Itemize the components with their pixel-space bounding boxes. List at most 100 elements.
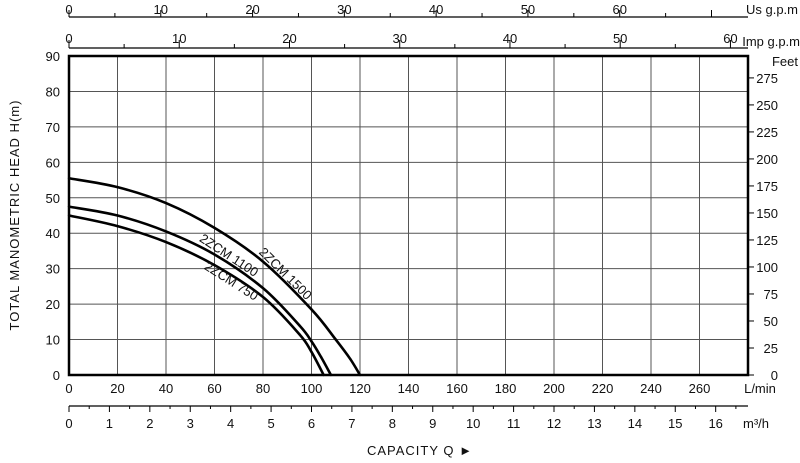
m3h-tick-label: 5 xyxy=(267,416,274,431)
feet-tick-label: 275 xyxy=(756,71,778,86)
impgpm-unit-label: Imp g.p.m xyxy=(742,34,800,49)
m3h-tick-label: 9 xyxy=(429,416,436,431)
y-tick-label: 50 xyxy=(46,191,60,206)
y-tick-label: 0 xyxy=(53,368,60,383)
x-tick-label: 180 xyxy=(495,381,517,396)
m3h-tick-label: 11 xyxy=(507,416,521,431)
data-point-2zcm-1500 xyxy=(349,357,352,361)
m3h-tick-label: 8 xyxy=(389,416,396,431)
usgpm-unit-label: Us g.p.m xyxy=(746,2,798,17)
data-point-2zcm-750 xyxy=(322,373,325,377)
usgpm-tick-label: 50 xyxy=(521,2,535,17)
feet-tick-label: 200 xyxy=(756,152,778,167)
m3h-tick-label: 16 xyxy=(708,416,722,431)
usgpm-tick-label: 30 xyxy=(337,2,351,17)
m3h-tick-label: 0 xyxy=(65,416,72,431)
x-tick-label: 140 xyxy=(398,381,420,396)
curve-2zcm-750 xyxy=(68,214,325,376)
usgpm-tick-label: 60 xyxy=(612,2,626,17)
m3h-tick-label: 1 xyxy=(106,416,113,431)
feet-unit-label: Feet xyxy=(772,54,798,69)
y-tick-label: 90 xyxy=(46,49,60,64)
data-point-2zcm-1500 xyxy=(164,201,168,205)
feet-tick-label: 0 xyxy=(771,368,778,383)
x-tick-label: 260 xyxy=(689,381,711,396)
usgpm-tick-label: 0 xyxy=(65,2,72,17)
impgpm-tick-label: 60 xyxy=(723,31,737,46)
impgpm-tick-label: 10 xyxy=(172,31,186,46)
feet-tick-label: 125 xyxy=(756,233,778,248)
y-tick-label: 60 xyxy=(46,155,60,170)
curve-label-2zcm-1500: 2ZCM 1500 xyxy=(256,244,315,302)
m3h-tick-label: 15 xyxy=(668,416,682,431)
m3h-tick-label: 4 xyxy=(227,416,234,431)
data-point-2zcm-1500 xyxy=(358,373,362,377)
impgpm-tick-label: 20 xyxy=(282,31,296,46)
m3h-tick-label: 2 xyxy=(146,416,153,431)
m3h-tick-label: 6 xyxy=(308,416,315,431)
feet-tick-label: 250 xyxy=(756,98,778,113)
x-tick-label: 240 xyxy=(640,381,662,396)
x-tick-label: 0 xyxy=(65,381,72,396)
data-point-2zcm-1500 xyxy=(261,260,265,263)
m3h-tick-label: 13 xyxy=(587,416,601,431)
x-tick-label: 80 xyxy=(256,381,270,396)
data-point-2zcm-1500 xyxy=(67,177,71,180)
impgpm-tick-label: 50 xyxy=(613,31,627,46)
feet-tick-label: 75 xyxy=(764,287,778,302)
data-point-2zcm-1100 xyxy=(261,286,265,290)
data-point-2zcm-1500 xyxy=(334,338,337,341)
data-point-2zcm-1500 xyxy=(213,226,216,230)
data-point-2zcm-1100 xyxy=(116,214,119,217)
data-point-2zcm-750 xyxy=(261,295,265,299)
feet-tick-label: 25 xyxy=(764,341,778,356)
data-point-2zcm-1100 xyxy=(320,356,323,359)
x-tick-label: 200 xyxy=(543,381,565,396)
x-tick-label: 120 xyxy=(349,381,371,396)
feet-tick-label: 100 xyxy=(756,260,778,275)
usgpm-tick-label: 40 xyxy=(429,2,443,17)
data-point-2zcm-750 xyxy=(213,263,216,267)
y-tick-label: 80 xyxy=(46,84,60,99)
impgpm-tick-label: 0 xyxy=(65,31,72,46)
x-tick-label: 160 xyxy=(446,381,468,396)
usgpm-tick-label: 10 xyxy=(154,2,168,17)
m3h-tick-label: 7 xyxy=(348,416,355,431)
curve-2zcm-1100 xyxy=(68,205,333,376)
data-point-2zcm-1500 xyxy=(116,185,119,189)
m3h-tick-label: 12 xyxy=(547,416,561,431)
x-tick-label: 60 xyxy=(207,381,221,396)
data-point-2zcm-1100 xyxy=(298,324,301,327)
m3h-unit-label: m³/h xyxy=(743,416,769,431)
data-point-2zcm-1100 xyxy=(329,373,333,377)
data-point-2zcm-750 xyxy=(298,333,301,336)
feet-tick-label: 175 xyxy=(756,179,778,194)
usgpm-tick-label: 20 xyxy=(245,2,259,17)
data-point-2zcm-750 xyxy=(116,224,119,228)
data-point-2zcm-1100 xyxy=(310,340,313,343)
data-point-2zcm-1100 xyxy=(67,205,71,208)
x-tick-label: 40 xyxy=(159,381,173,396)
m3h-tick-label: 3 xyxy=(187,416,194,431)
data-point-2zcm-750 xyxy=(310,350,313,354)
x-tick-label: 20 xyxy=(110,381,124,396)
y-tick-label: 10 xyxy=(46,333,60,348)
data-point-2zcm-750 xyxy=(67,214,71,217)
data-point-2zcm-1100 xyxy=(164,230,168,233)
x-axis-title: CAPACITY Q ► xyxy=(367,443,473,458)
grid xyxy=(69,56,748,375)
y-tick-label: 70 xyxy=(46,120,60,135)
x-unit-label: L/min xyxy=(744,381,776,396)
m3h-tick-label: 10 xyxy=(466,416,480,431)
y-tick-label: 40 xyxy=(46,226,60,241)
data-point-2zcm-1100 xyxy=(213,253,216,256)
feet-tick-label: 50 xyxy=(764,314,778,329)
feet-tick-label: 225 xyxy=(756,125,778,140)
data-point-2zcm-1500 xyxy=(310,308,313,311)
x-tick-label: 100 xyxy=(301,381,323,396)
x-tick-label: 220 xyxy=(592,381,614,396)
m3h-tick-label: 14 xyxy=(628,416,642,431)
y-tick-label: 20 xyxy=(46,297,60,312)
